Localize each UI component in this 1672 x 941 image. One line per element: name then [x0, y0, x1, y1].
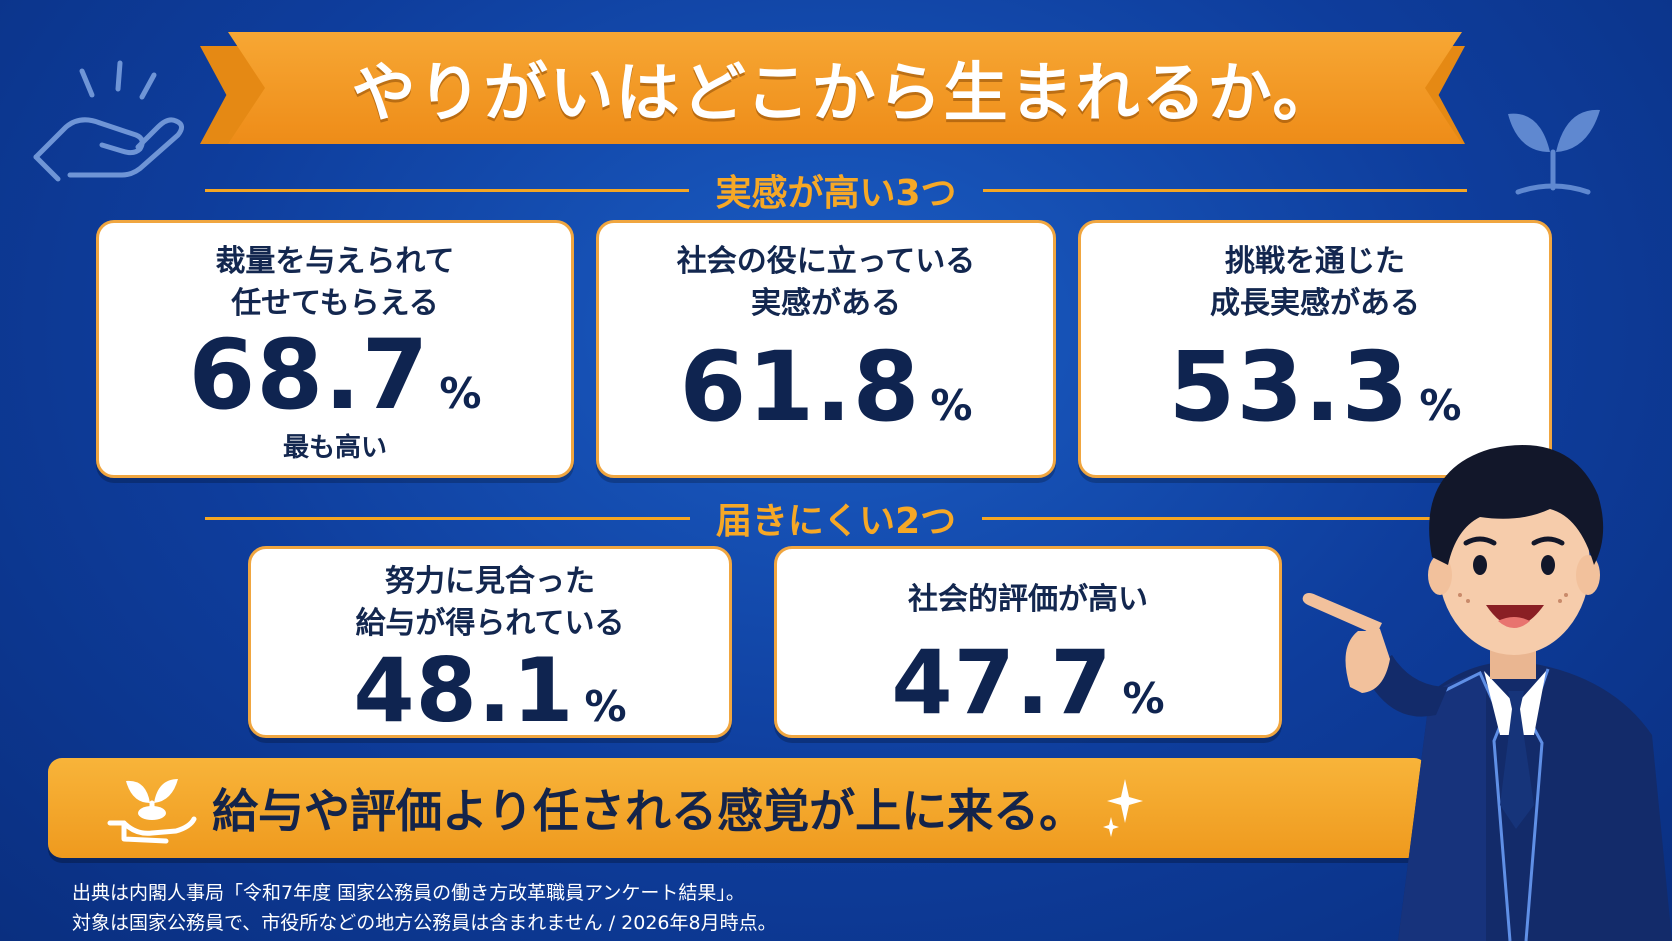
section-heading-low: 届きにくい2つ: [205, 496, 1467, 542]
stat-value-group: 48.1 %: [353, 647, 626, 735]
stat-value-group: 68.7 %: [189, 327, 482, 423]
stat-value-group: 53.3 %: [1169, 339, 1462, 435]
stat-value: 53.3: [1168, 331, 1410, 443]
stat-unit: %: [439, 369, 482, 418]
scope-note: 対象は国家公務員で、市役所などの地方公務員は含まれません / 2026年8月時点…: [72, 912, 777, 934]
stat-label: 社会的評価が高い: [908, 582, 1148, 617]
page-title: やりがいはどこから生まれるか。: [351, 57, 1339, 131]
divider: [205, 516, 690, 520]
divider: [982, 516, 1467, 520]
hand-with-sparkle-icon: [33, 60, 184, 182]
stat-label: 実感がある: [751, 286, 901, 321]
presenter-character: [1302, 445, 1672, 941]
section-label-high: 実感が高い3つ: [715, 173, 957, 214]
title-banner: やりがいはどこから生まれるか。: [228, 32, 1462, 144]
stat-card-discretion: 裁量を与えられて 任せてもらえる 68.7 % 最も高い: [96, 220, 574, 478]
stat-card-salary: 努力に見合った 給与が得られている 48.1 %: [248, 546, 732, 738]
stat-unit: %: [1122, 674, 1165, 723]
conclusion-banner: 給与や評価より任される感覚が上に来る。: [48, 758, 1428, 858]
stat-label: 社会の役に立っている: [676, 244, 976, 279]
stat-value: 61.8: [679, 331, 921, 443]
hand-with-sprout-icon: [107, 779, 197, 844]
stat-value: 48.1: [353, 639, 575, 742]
stat-value: 68.7: [188, 319, 430, 431]
source-note: 出典は内閣人事局「令和7年度 国家公務員の働き方改革職員アンケート結果」。: [72, 882, 745, 904]
stat-card-social-reputation: 社会的評価が高い 47.7 %: [774, 546, 1282, 738]
stat-note: 最も高い: [282, 433, 387, 463]
stat-label: 成長実感がある: [1210, 286, 1420, 321]
stat-unit: %: [584, 682, 627, 731]
stat-value: 47.7: [891, 631, 1113, 734]
stat-unit: %: [930, 381, 973, 430]
section-heading-high: 実感が高い3つ: [205, 168, 1467, 214]
stat-card-social-contribution: 社会の役に立っている 実感がある 61.8 %: [596, 220, 1056, 478]
stat-label: 努力に見合った: [385, 564, 595, 599]
stat-unit: %: [1419, 381, 1462, 430]
sprout-icon: [1508, 109, 1600, 195]
stat-label: 給与が得られている: [355, 606, 625, 641]
stat-label: 裁量を与えられて: [215, 244, 455, 279]
stat-label: 任せてもらえる: [231, 286, 439, 321]
stat-card-growth: 挑戦を通じた 成長実感がある 53.3 %: [1078, 220, 1552, 478]
sparkle-icon: [1103, 779, 1144, 837]
conclusion-text: 給与や評価より任される感覚が上に来る。: [212, 784, 1086, 838]
stat-value-group: 61.8 %: [680, 339, 973, 435]
stat-label: 挑戦を通じた: [1225, 244, 1405, 279]
stat-value-group: 47.7 %: [891, 639, 1164, 727]
section-label-low: 届きにくい2つ: [715, 501, 957, 542]
divider: [205, 188, 690, 192]
divider: [982, 188, 1467, 192]
